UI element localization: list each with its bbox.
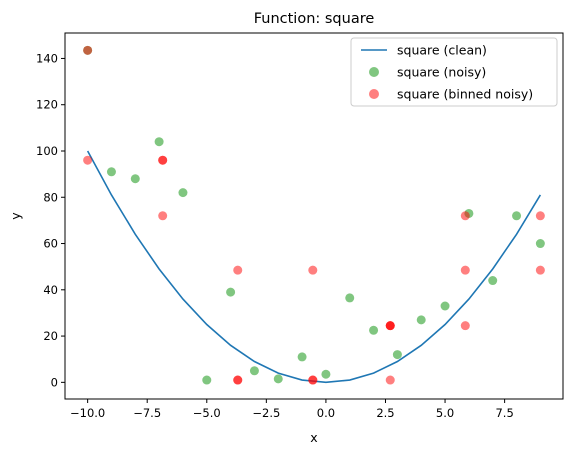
axis-ticks: −10.0 −7.5 −5.0 −2.5 0.0 2.5 5.0 7.5 0 20 40 60 80 10… <box>36 51 514 420</box>
noisy-point <box>440 301 450 311</box>
binned-noisy-point <box>158 211 168 221</box>
binned-noisy-point <box>460 265 470 275</box>
x-tick-label: −7.5 <box>133 406 161 420</box>
chart-title: Function: square <box>254 11 375 27</box>
x-tick-label: 5.0 <box>436 406 454 420</box>
binned-noisy-point <box>83 155 93 165</box>
noisy-point <box>392 350 402 360</box>
y-tick-label: 140 <box>36 51 58 65</box>
binned-noisy-point <box>158 155 168 165</box>
binned-noisy-point <box>535 211 545 221</box>
binned-noisy-point <box>83 45 93 55</box>
y-tick-label: 120 <box>36 98 58 112</box>
y-axis-label: y <box>8 212 23 220</box>
noisy-point <box>106 167 116 177</box>
y-tick-label: 0 <box>51 375 58 389</box>
noisy-point <box>202 375 212 385</box>
legend-label-binned: square (binned noisy) <box>397 87 533 102</box>
x-axis-label: x <box>310 430 317 445</box>
noisy-point <box>130 174 140 184</box>
noisy-point <box>369 325 379 335</box>
legend-label-noisy: square (noisy) <box>397 65 486 80</box>
plot-area <box>83 45 545 385</box>
x-tick-label: −2.5 <box>252 406 280 420</box>
noisy-point <box>488 276 498 286</box>
noisy-point <box>321 369 331 379</box>
x-tick-label: 7.5 <box>495 406 513 420</box>
y-tick-label: 60 <box>43 237 58 251</box>
noisy-point <box>512 211 522 221</box>
noisy-point <box>249 366 259 376</box>
legend-marker-noisy <box>369 67 379 77</box>
x-tick-label: 2.5 <box>376 406 394 420</box>
noisy-point <box>226 287 236 297</box>
noisy-point <box>154 137 164 147</box>
plot-frame <box>64 32 564 400</box>
x-tick-label: 0.0 <box>317 406 335 420</box>
binned-noisy-point <box>385 321 395 331</box>
noisy-point <box>416 315 426 325</box>
binned-noisy-point <box>233 265 243 275</box>
y-tick-label: 100 <box>36 144 58 158</box>
noisy-point <box>297 352 307 362</box>
x-tick-label: −10.0 <box>70 406 105 420</box>
y-tick-label: 80 <box>43 190 58 204</box>
binned-noisy-point <box>308 265 318 275</box>
binned-noisy-point <box>308 375 318 385</box>
binned-noisy-point <box>460 211 470 221</box>
legend-marker-binned <box>369 89 379 99</box>
binned-noisy-point <box>535 265 545 275</box>
binned-noisy-point <box>233 375 243 385</box>
y-tick-label: 20 <box>43 329 58 343</box>
noisy-point <box>273 374 283 384</box>
legend-label-clean: square (clean) <box>397 43 487 58</box>
noisy-point <box>345 293 355 303</box>
y-tick-label: 40 <box>43 283 58 297</box>
noisy-point <box>535 239 545 249</box>
legend-box <box>350 37 558 107</box>
legend: square (clean) square (noisy) square (bi… <box>350 37 558 107</box>
x-tick-label: −5.0 <box>193 406 221 420</box>
noisy-point <box>178 188 188 198</box>
binned-noisy-point <box>385 375 395 385</box>
binned-noisy-point <box>460 321 470 331</box>
